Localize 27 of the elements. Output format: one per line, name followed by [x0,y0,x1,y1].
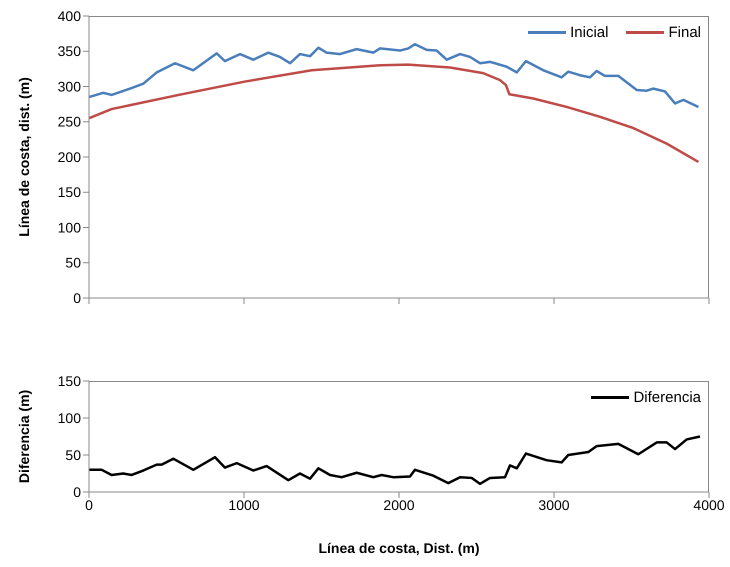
x-tick-label: 4000 [693,496,725,513]
y-tick-label: 100 [58,219,82,236]
line-series [89,435,702,486]
x-tick-label: 0 [85,496,94,513]
y-axis-title: Diferencia (m) [16,390,32,484]
x-tick-label: 1000 [228,496,260,513]
y-tick-label: 250 [58,114,82,130]
line-series [89,42,700,108]
x-tick-label: 2000 [383,496,415,513]
legend-label: Diferencia [633,389,701,406]
line-series [89,63,700,164]
x-axis-title: Línea de costa, Dist. (m) [318,540,480,556]
y-tick-label: 0 [73,484,82,500]
y-axis-title: Línea de costa, dist. (m) [16,77,32,237]
x-tick-label: 3000 [538,496,570,513]
y-tick-label: 0 [73,290,82,306]
y-tick-label: 150 [58,184,82,200]
y-tick-label: 350 [58,43,82,60]
y-tick-label: 200 [58,148,82,165]
legend-label: Final [668,24,701,41]
y-tick-label: 400 [58,8,82,24]
legend-label: Inicial [570,24,608,41]
y-tick-label: 300 [58,78,82,94]
y-tick-label: 100 [58,410,82,426]
y-tick-label: 150 [58,372,82,389]
y-tick-label: 50 [65,446,82,463]
y-tick-label: 50 [65,254,82,271]
